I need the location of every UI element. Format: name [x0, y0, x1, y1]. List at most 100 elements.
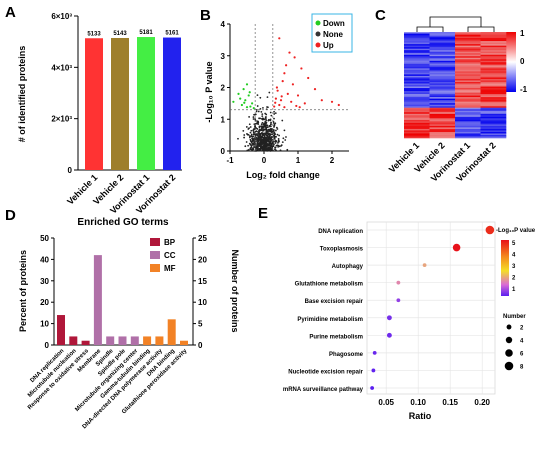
panel-b-point-none — [259, 135, 262, 138]
panel-b-point-none — [261, 113, 264, 116]
panel-c-heatmap-cell — [429, 47, 456, 49]
panel-c-heatmap-cell — [429, 68, 456, 71]
panel-b-point-none — [261, 136, 264, 139]
panel-c-heatmap-cell — [429, 83, 456, 86]
panel-b-point-none — [252, 131, 255, 133]
panel-a-bar — [137, 37, 155, 171]
panel-b-point-none — [269, 123, 272, 126]
panel-c-heatmap-cell — [429, 97, 456, 99]
panel-c-heatmap-cell — [480, 88, 507, 90]
panel-b-point-none — [271, 131, 273, 134]
panel-c-heatmap-cell — [429, 59, 456, 62]
panel-c-heatmap-cell — [455, 53, 481, 56]
panel-d-legend-swatch — [150, 251, 160, 259]
panel-b-point-up — [283, 106, 286, 109]
panel-c-heatmap-cell — [404, 124, 430, 127]
panel-b-point-none — [262, 143, 265, 145]
panel-c-heatmap-cell — [404, 45, 430, 48]
panel-c-heatmap-cell — [404, 59, 430, 62]
panel-d-bar — [93, 255, 102, 345]
panel-a-y-tick-label: 0 — [68, 166, 73, 175]
panel-b-point-none — [283, 129, 286, 132]
panel-b-legend-label: Up — [323, 41, 334, 50]
panel-b-point-none — [248, 136, 251, 139]
panel-d-left-axis-title: Percent of proteins — [18, 250, 28, 332]
panel-b-point-none — [282, 137, 285, 140]
panel-b-point-none — [256, 142, 259, 145]
panel-b-point-none — [243, 134, 246, 136]
panel-e-bubble — [372, 350, 377, 355]
panel-c-heatmap-cell — [480, 95, 507, 98]
panel-e-y-tick-label: Nucleotide excision repair — [288, 369, 363, 375]
panel-e-size-legend-title: Number — [503, 314, 526, 320]
panel-c-heatmap-cell — [480, 47, 507, 49]
panel-b-label: B — [200, 7, 211, 24]
panel-b-x-axis-title: Log₂ fold change — [246, 170, 320, 180]
panel-b-point-none — [269, 149, 271, 152]
panel-c-heatmap-cell — [455, 45, 481, 48]
panel-c-heatmap-cell — [455, 91, 481, 93]
panel-c-heatmap-cell — [480, 35, 507, 37]
panel-e-x-tick-label: 0.05 — [378, 398, 394, 407]
panel-b-point-up — [274, 101, 277, 104]
panel-b-point-down — [251, 102, 254, 105]
panel-d-right-tick-label: 15 — [198, 277, 207, 286]
panel-c-heatmap-cell — [404, 110, 430, 113]
panel-b-point-down — [239, 97, 242, 100]
panel-e-x-tick-label: 0.15 — [442, 398, 458, 407]
panel-c-heatmap-cell — [404, 131, 430, 134]
panel-c-heatmap-cell — [404, 91, 430, 93]
panel-c-heatmap-cell — [429, 77, 456, 80]
panel-c-heatmap-cell — [429, 85, 456, 87]
panel-c-heatmap-cell — [480, 50, 507, 52]
panel-c-heatmap-cell — [404, 104, 430, 107]
panel-b-x-tick-label: 0 — [262, 156, 267, 165]
panel-c-heatmap-cell — [429, 74, 456, 77]
panel-c-heatmap-cell — [455, 97, 481, 99]
panel-c-heatmap-cell — [404, 134, 430, 137]
panel-c-heatmap-cell — [455, 121, 481, 124]
panel-c-heatmap-cell — [480, 97, 507, 99]
panel-b-point-none — [257, 139, 260, 141]
panel-b-point-none — [259, 96, 262, 99]
panel-c-heatmap-cell — [404, 38, 430, 40]
panel-b-point-none — [272, 130, 275, 132]
panel-b-point-none — [256, 144, 259, 147]
panel-b-point-none — [276, 128, 279, 130]
panel-b-point-none — [254, 133, 256, 136]
panel-b-legend-label: None — [323, 30, 344, 39]
panel-b-point-none — [247, 133, 250, 136]
panel-c-heatmap-cell — [404, 85, 430, 87]
panel-c-heatmap-cell — [480, 94, 507, 96]
panel-b-point-down — [242, 87, 245, 91]
panel-c-heatmap-cell — [404, 35, 430, 37]
panel-b-point-none — [265, 113, 268, 116]
panel-e-size-legend-marker — [506, 324, 512, 330]
panel-c-heatmap-cell — [455, 44, 481, 46]
panel-d-label: D — [5, 207, 16, 224]
panel-c-heatmap-cell — [480, 92, 507, 95]
panel-c-heatmap-cell — [455, 78, 481, 81]
panel-b-point-none — [251, 139, 254, 142]
panel-c-heatmap-cell — [429, 112, 456, 115]
panel-b-x-tick-label: 2 — [330, 156, 335, 165]
panel-b-point-none — [243, 136, 246, 139]
panel-b-point-none — [269, 111, 272, 114]
panel-e-bubble — [396, 298, 401, 303]
panel-c-heatmap-cell — [404, 86, 430, 89]
panel-b-point-up — [291, 83, 294, 86]
panel-b-point-none — [261, 121, 264, 124]
panel-c-heatmap-cell — [404, 53, 430, 56]
panel-c-heatmap-cell — [455, 95, 481, 98]
panel-c-heatmap-cell — [480, 75, 507, 78]
panel-c-heatmap-cell — [480, 77, 507, 80]
panel-b-point-up — [288, 51, 291, 54]
panel-a-value-label: 5133 — [87, 31, 101, 37]
panel-c-heatmap-cell — [455, 83, 481, 86]
panel-d-bar — [130, 336, 139, 345]
panel-e-size-legend-marker — [505, 349, 513, 357]
panel-c-heatmap-cell — [404, 51, 430, 54]
panel-b-point-none — [272, 122, 275, 124]
panel-b-point-none — [265, 137, 268, 140]
panel-c-heatmap-cell — [455, 131, 481, 134]
